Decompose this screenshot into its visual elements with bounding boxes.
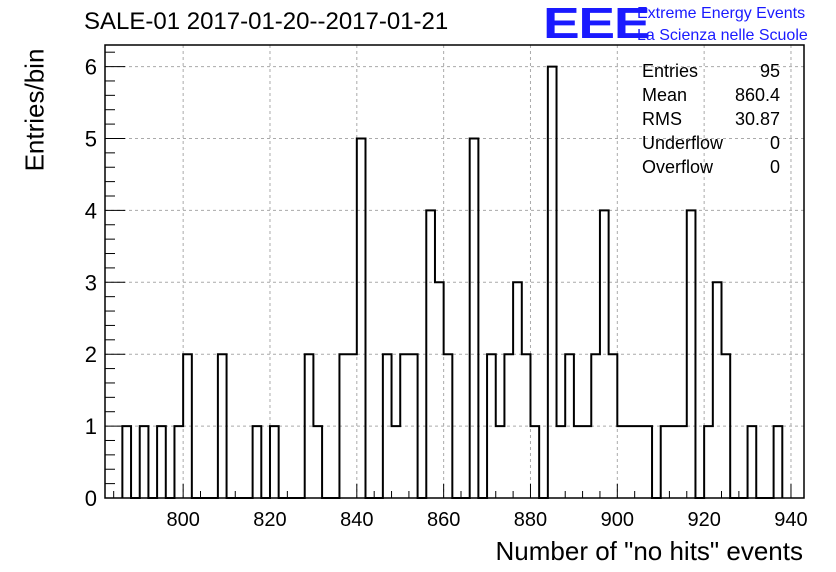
stats-row-mean: Mean 860.4 — [642, 83, 780, 107]
y-tick-label: 2 — [85, 342, 97, 367]
logo-line-2: La Scienza nelle Scuole — [637, 27, 808, 44]
stats-label: RMS — [642, 109, 682, 129]
stats-label: Underflow — [642, 133, 724, 153]
stats-row-rms: RMS 30.87 — [642, 107, 780, 131]
stats-value: 30.87 — [734, 109, 780, 129]
y-tick-label: 3 — [85, 270, 97, 295]
eee-logo: EEE Extreme Energy Events La Scienza nel… — [543, 0, 833, 48]
x-tick-label: 940 — [774, 509, 807, 531]
x-axis: 800 820 840 860 880 900 920 940 — [113, 484, 808, 531]
chart-title: SALE-01 2017-01-20--2017-01-21 — [84, 8, 449, 35]
y-tick-label: 1 — [85, 414, 97, 439]
stats-row-overflow: Overflow 0 — [642, 155, 780, 179]
stats-value: 0 — [769, 157, 780, 177]
x-tick-label: 800 — [166, 509, 199, 531]
stats-label: Mean — [642, 85, 688, 105]
stats-box: Entries 95 Mean 860.4 RMS 30.87 Underflo… — [642, 59, 780, 179]
y-tick-label: 0 — [85, 486, 97, 511]
x-tick-label: 820 — [253, 509, 286, 531]
stats-value: 860.4 — [734, 85, 780, 105]
eee-logo-mark: EEE — [543, 0, 651, 48]
stats-row-underflow: Underflow 0 — [642, 131, 780, 155]
stats-label: Entries — [642, 61, 699, 81]
x-tick-label: 900 — [601, 509, 634, 531]
x-tick-label: 920 — [687, 509, 720, 531]
x-axis-title: Number of "no hits" events — [495, 536, 804, 566]
y-tick-label: 5 — [85, 126, 97, 151]
plot-frame — [104, 44, 805, 499]
stats-label: Overflow — [642, 157, 714, 177]
stats-value: 0 — [769, 133, 780, 153]
y-tick-label: 4 — [85, 198, 97, 223]
x-tick-label: 860 — [427, 509, 460, 531]
stats-row-entries: Entries 95 — [642, 59, 780, 83]
y-axis: 0 1 2 3 4 5 6 — [85, 51, 125, 511]
stats-value: 95 — [759, 61, 780, 81]
x-tick-label: 840 — [340, 509, 373, 531]
logo-line-1: Extreme Energy Events — [637, 5, 806, 22]
y-tick-label: 6 — [85, 55, 97, 80]
y-axis-title: Entries/bin — [19, 48, 50, 172]
x-tick-label: 880 — [514, 509, 547, 531]
